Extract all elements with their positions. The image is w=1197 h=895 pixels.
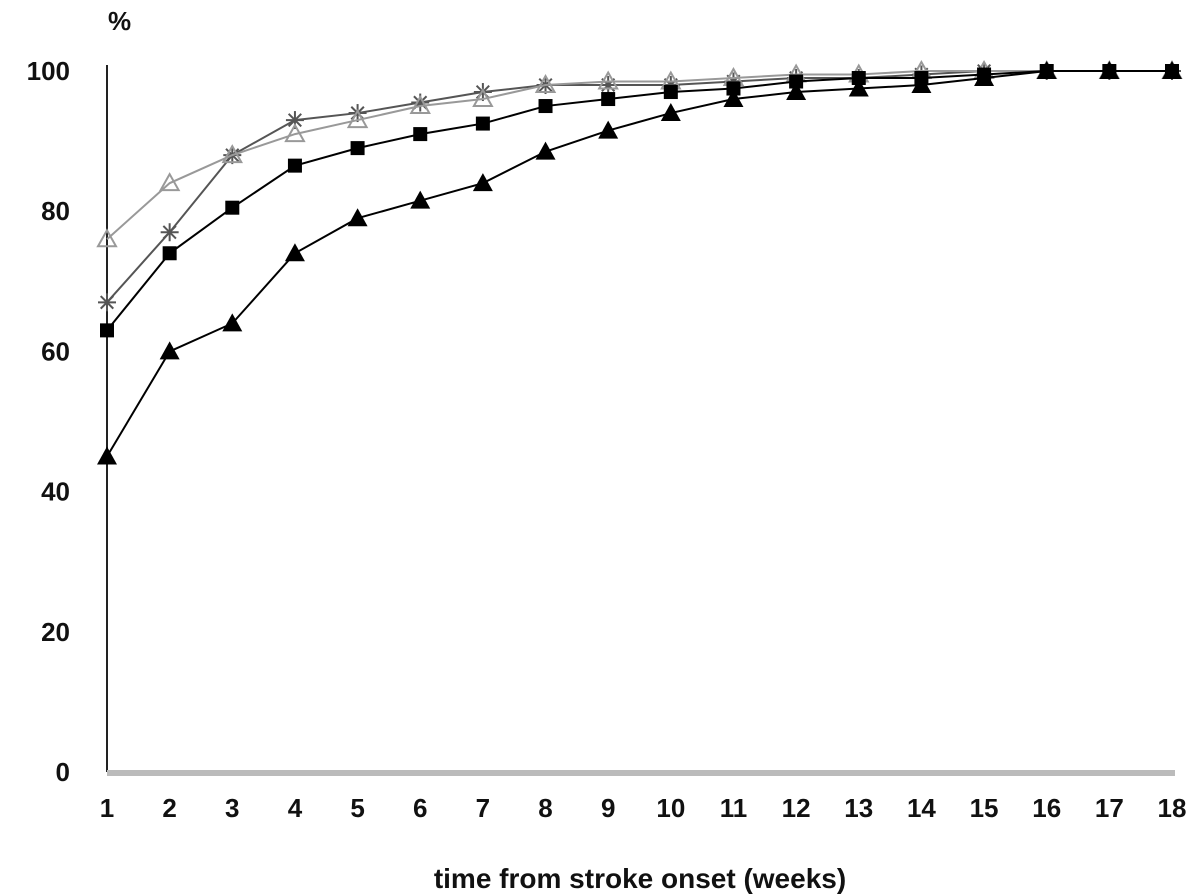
- data-point: [601, 92, 616, 107]
- x-tick-label: 10: [656, 793, 685, 823]
- x-tick-labels: 1 2 3 4 5 6 7 8 9 10 11 12 13 14 15 16 17 18: [100, 793, 1187, 823]
- data-point: [96, 228, 118, 248]
- data-point: [848, 78, 869, 97]
- data-point: [472, 88, 494, 108]
- data-point: [225, 200, 240, 215]
- x-tick-label: 9: [601, 793, 615, 823]
- x-tick-label: 17: [1095, 793, 1124, 823]
- x-tick-label: 12: [782, 793, 811, 823]
- data-point: [974, 68, 995, 87]
- data-point: [534, 73, 557, 94]
- x-tick-label: 6: [413, 793, 427, 823]
- series-open-triangle: [96, 59, 1183, 248]
- data-point: [158, 172, 181, 192]
- y-tick-label: 60: [41, 336, 70, 366]
- series-filled-square: [100, 64, 1179, 338]
- x-tick-label: 15: [970, 793, 999, 823]
- x-tick-label: 18: [1158, 793, 1187, 823]
- x-tick-label: 5: [350, 793, 364, 823]
- y-axis-label: %: [108, 6, 131, 36]
- data-point: [1099, 61, 1120, 79]
- data-point: [911, 75, 932, 94]
- x-tick-label: 7: [476, 793, 490, 823]
- data-point: [409, 95, 431, 115]
- series-filled-triangle: [97, 61, 1182, 465]
- data-point: [97, 446, 117, 465]
- data-point: [284, 123, 306, 143]
- data-point: [535, 141, 556, 160]
- y-tick-labels: 0 20 40 60 80 100: [27, 56, 70, 787]
- data-point: [789, 74, 804, 89]
- x-tick-label: 14: [907, 793, 936, 823]
- data-point: [100, 323, 114, 338]
- data-point: [475, 116, 490, 131]
- data-point: [160, 223, 179, 242]
- series-line: [106, 70, 1172, 303]
- data-point: [284, 243, 305, 262]
- y-tick-label: 40: [41, 477, 70, 507]
- x-tick-label: 4: [288, 793, 303, 823]
- series-asterisk: [98, 62, 1181, 312]
- x-axis-title: time from stroke onset (weeks): [434, 863, 846, 894]
- data-point: [410, 190, 431, 209]
- y-tick-label: 0: [56, 757, 70, 787]
- axes: [106, 65, 1175, 776]
- y-tick-label: 20: [41, 617, 70, 647]
- series-line: [106, 70, 1172, 458]
- data-point: [1036, 61, 1057, 79]
- data-point: [786, 82, 807, 101]
- data-point: [287, 158, 302, 173]
- data-point: [222, 313, 243, 332]
- series-line: [106, 70, 1172, 332]
- data-point: [347, 208, 368, 227]
- data-point: [723, 89, 744, 108]
- data-point: [162, 246, 177, 261]
- x-tick-label: 1: [100, 793, 114, 823]
- y-tick-label: 100: [27, 56, 70, 86]
- data-point: [660, 103, 681, 122]
- data-point: [350, 141, 365, 156]
- data-point: [98, 293, 116, 312]
- x-tick-label: 2: [162, 793, 176, 823]
- data-point: [663, 85, 678, 100]
- series-layer: [96, 59, 1183, 465]
- data-point: [413, 127, 428, 142]
- data-point: [851, 71, 866, 86]
- x-tick-label: 16: [1032, 793, 1061, 823]
- data-point: [472, 173, 493, 192]
- data-point: [597, 70, 619, 90]
- data-point: [159, 341, 180, 360]
- data-point: [221, 144, 244, 164]
- y-tick-label: 80: [41, 196, 70, 226]
- data-point: [598, 120, 619, 139]
- x-tick-label: 13: [844, 793, 873, 823]
- x-tick-label: 3: [225, 793, 239, 823]
- data-point: [726, 81, 741, 96]
- x-tick-label: 11: [720, 793, 748, 823]
- data-point: [346, 109, 369, 129]
- data-point: [538, 99, 553, 114]
- x-tick-label: 8: [538, 793, 552, 823]
- series-line: [106, 70, 1172, 240]
- data-point: [1162, 61, 1182, 79]
